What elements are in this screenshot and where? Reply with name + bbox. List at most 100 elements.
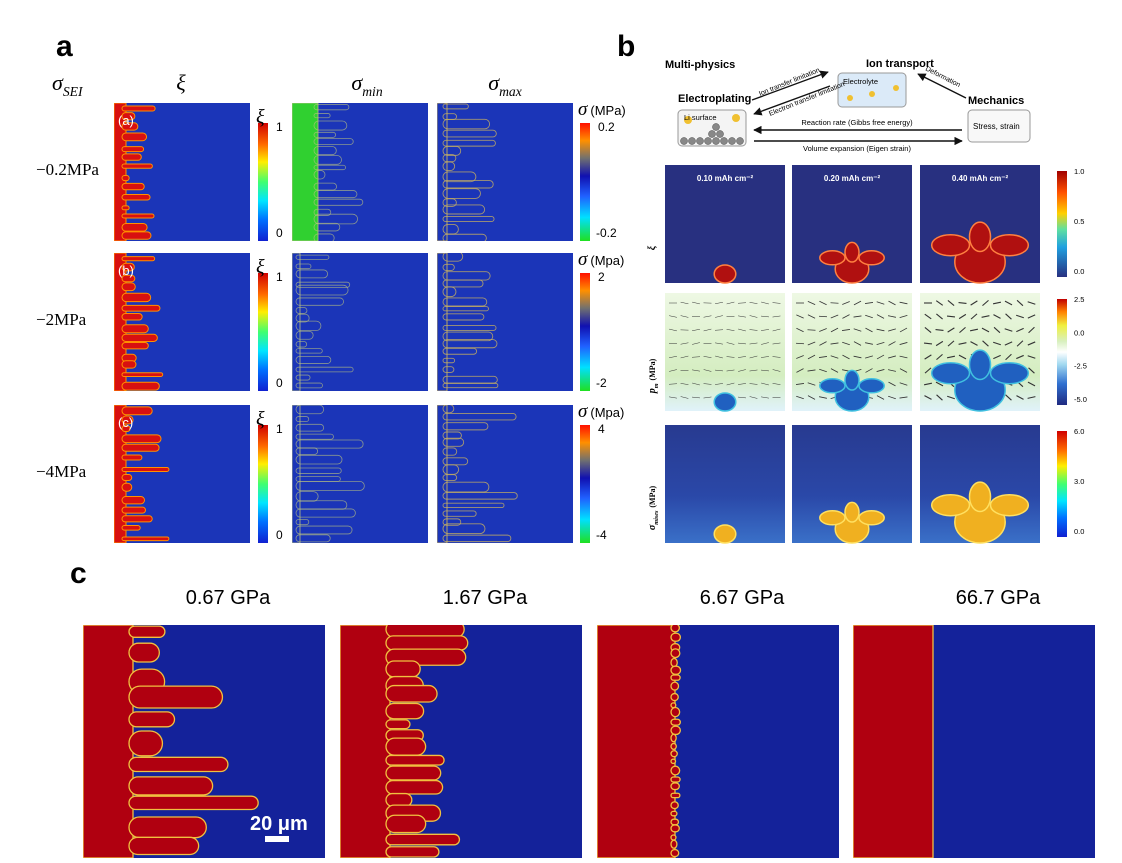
colorbar-tick-label: 1 — [276, 422, 283, 436]
arrow — [751, 70, 829, 101]
finger — [442, 286, 457, 298]
simulation-image — [83, 625, 325, 858]
blob-lobe — [968, 349, 992, 381]
symbol: ξ — [647, 245, 658, 250]
finger — [670, 681, 680, 691]
vector — [888, 381, 896, 387]
vector — [853, 341, 862, 346]
row-label: −0.2MPa — [36, 160, 99, 179]
finger — [295, 269, 329, 279]
finger — [121, 132, 148, 142]
finger — [295, 454, 343, 465]
finger — [442, 297, 488, 307]
finger — [295, 433, 334, 440]
vector — [1005, 313, 1012, 320]
blob-lobe — [930, 493, 971, 517]
node-label: Ion transport — [866, 58, 934, 70]
vector — [876, 354, 885, 360]
finger — [121, 415, 134, 425]
finger — [313, 120, 348, 131]
finger — [128, 711, 176, 728]
vector — [772, 342, 781, 345]
finger — [313, 155, 342, 165]
colorbar-tick-label: 0.0 — [1074, 267, 1084, 276]
simulation-image — [920, 165, 1040, 284]
vector — [692, 342, 700, 345]
image-content — [437, 103, 573, 241]
finger — [121, 454, 143, 461]
finger — [128, 756, 229, 773]
background — [292, 405, 428, 543]
finger — [295, 254, 330, 260]
finger — [442, 474, 458, 482]
finger — [670, 765, 681, 776]
finger — [442, 405, 455, 414]
vector — [982, 299, 989, 307]
finger — [295, 467, 342, 474]
vector — [738, 328, 746, 332]
image-content — [292, 103, 428, 241]
finger — [442, 180, 494, 189]
blob-lobe — [968, 481, 992, 513]
finger — [670, 758, 677, 765]
symbol: σ — [647, 524, 658, 530]
panel-label: a — [56, 30, 73, 63]
vector — [726, 342, 735, 345]
vector — [726, 315, 735, 318]
finger — [128, 625, 166, 638]
colorbar-title: σ (Mpa) — [578, 249, 624, 270]
finger — [670, 818, 680, 826]
finger — [295, 307, 308, 314]
colorbar-tick-label: 0 — [276, 376, 283, 390]
finger — [442, 161, 456, 171]
blob-lobe — [989, 361, 1030, 385]
finger — [128, 795, 259, 811]
column-label: 1.67 GPa — [443, 587, 528, 609]
finger — [295, 284, 349, 296]
vector — [796, 314, 804, 319]
vector — [888, 328, 896, 332]
vector — [924, 327, 932, 333]
vector — [796, 327, 804, 333]
base — [437, 253, 448, 391]
column-header: σmax — [488, 70, 522, 99]
vector — [737, 342, 747, 345]
simulation-image — [920, 293, 1040, 412]
column-label: 0.20 mAh cm⁻² — [824, 174, 881, 183]
vector — [842, 354, 850, 360]
vector — [772, 369, 781, 372]
finger — [295, 297, 344, 306]
finger — [295, 416, 310, 423]
finger — [670, 706, 681, 718]
finger — [121, 466, 170, 472]
row-header: σSEI — [52, 70, 84, 99]
vector — [692, 369, 700, 372]
vector — [981, 315, 990, 318]
vector — [841, 329, 851, 331]
finger — [295, 341, 308, 348]
vector — [680, 396, 689, 399]
vector — [924, 395, 932, 400]
vector — [1028, 326, 1035, 334]
finger — [121, 282, 136, 292]
vector — [876, 369, 885, 372]
vector — [970, 313, 978, 320]
blob-lobe — [844, 241, 860, 263]
finger — [313, 113, 331, 119]
symbol: σ — [351, 70, 363, 95]
subscript: SEI — [63, 84, 84, 99]
vector — [692, 382, 700, 386]
vector — [876, 342, 885, 345]
finger — [442, 347, 478, 355]
vector — [1016, 327, 1024, 333]
vector — [899, 301, 908, 305]
colorbar-symbol: ξ — [256, 408, 265, 430]
colorbar — [1057, 299, 1067, 405]
finger — [121, 112, 136, 121]
symbol: σ — [488, 70, 500, 95]
vector — [830, 327, 839, 333]
vector — [761, 356, 769, 358]
ion — [732, 114, 740, 122]
vector — [865, 368, 873, 373]
finger — [442, 198, 457, 207]
